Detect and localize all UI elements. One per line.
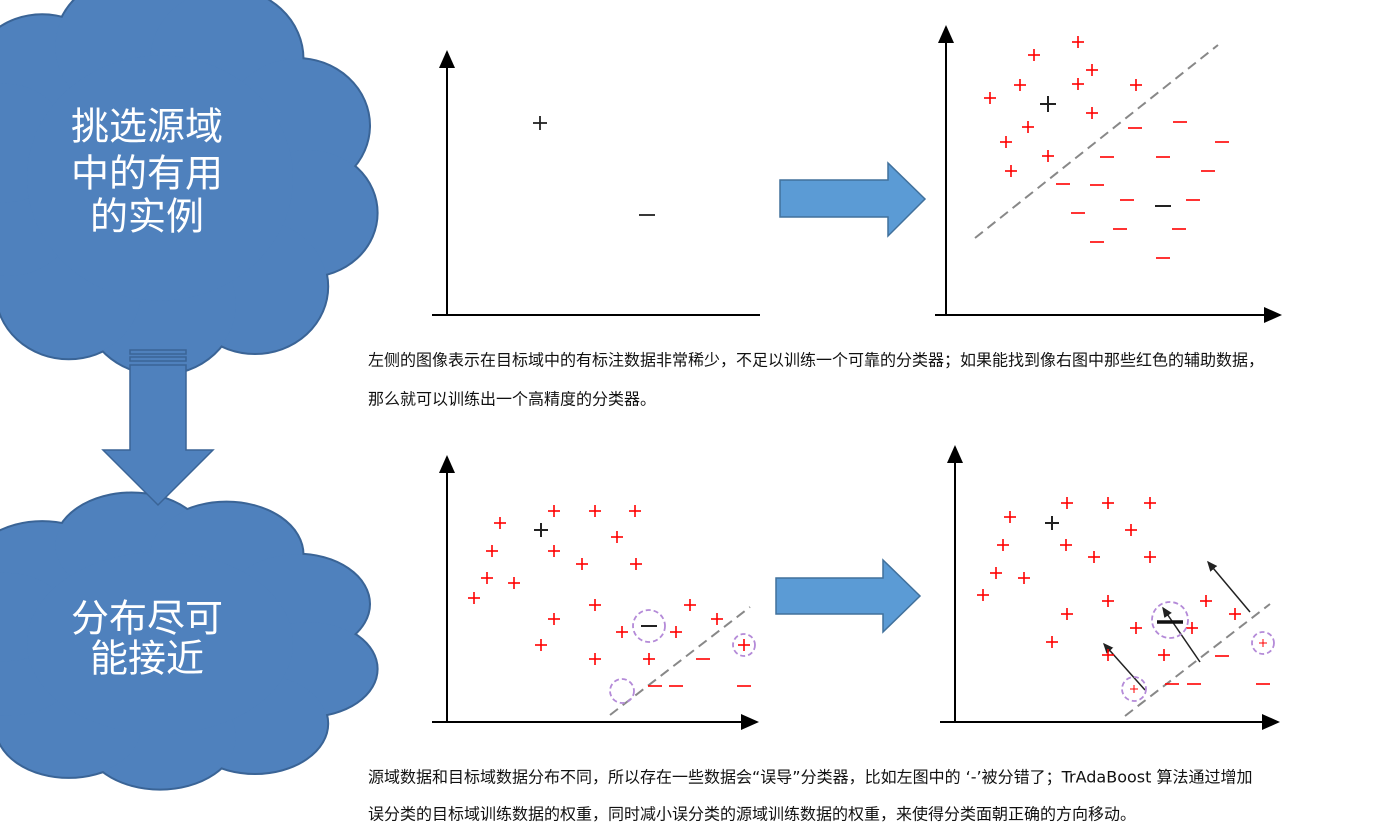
points xyxy=(468,36,1275,704)
plus-marker xyxy=(629,505,641,517)
plus-marker xyxy=(1046,636,1058,648)
plus-marker xyxy=(684,599,696,611)
plus-marker xyxy=(984,92,996,104)
plus-marker xyxy=(1102,649,1114,661)
plus-marker xyxy=(1088,551,1100,563)
plus-marker xyxy=(1004,511,1016,523)
plus-marker xyxy=(643,653,655,665)
plus-marker xyxy=(1086,64,1098,76)
caption: 左侧的图像表示在目标域中的有标注数据非常稀少，不足以训练一个可靠的分类器；如果能… xyxy=(368,351,1264,370)
plus-marker xyxy=(670,626,682,638)
plus-marker xyxy=(589,599,601,611)
decision-boundary xyxy=(1124,603,1271,717)
plus-marker xyxy=(508,577,520,589)
weight-arrows xyxy=(1103,560,1251,691)
plus-marker xyxy=(630,558,642,570)
plus-marker xyxy=(589,653,601,665)
plus-marker xyxy=(1072,78,1084,90)
plus-marker xyxy=(486,545,498,557)
right-arrow xyxy=(775,558,922,634)
plus-marker xyxy=(1130,79,1142,91)
plus-marker xyxy=(611,531,623,543)
cloud xyxy=(0,0,379,376)
plus-marker xyxy=(616,626,628,638)
plus-marker xyxy=(1042,150,1054,162)
highlight-circle xyxy=(1151,601,1189,639)
highlight-circle xyxy=(1251,631,1275,655)
plus-marker xyxy=(1125,524,1137,536)
plus-marker xyxy=(990,567,1002,579)
decision-boundary xyxy=(609,606,751,716)
caption: 那么就可以训练出一个高精度的分类器。 xyxy=(368,390,656,409)
plus-marker xyxy=(1102,497,1114,509)
cloud-text: 中的有用 xyxy=(71,152,223,196)
plus-marker xyxy=(1144,497,1156,509)
plus-marker xyxy=(1061,497,1073,509)
cloud-text: 分布尽可 xyxy=(71,597,223,641)
highlight-circle xyxy=(632,609,666,643)
plus-marker xyxy=(1229,608,1241,620)
plus-marker xyxy=(1028,49,1040,61)
plus-marker xyxy=(711,613,723,625)
plus-marker xyxy=(468,592,480,604)
plus-marker xyxy=(533,116,547,130)
down-arrow xyxy=(101,349,215,507)
plus-marker xyxy=(1130,685,1138,693)
highlight-circle xyxy=(732,633,756,657)
cloud-text: 能接近 xyxy=(90,637,204,681)
plus-marker xyxy=(1045,516,1059,530)
cloud-fill xyxy=(0,0,377,374)
plus-marker xyxy=(576,558,588,570)
plus-marker xyxy=(1005,165,1017,177)
plus-marker xyxy=(1186,622,1198,634)
right-arrow xyxy=(779,161,927,238)
plus-marker xyxy=(548,613,560,625)
plus-marker xyxy=(1061,608,1073,620)
plus-marker xyxy=(1158,649,1170,661)
plus-marker xyxy=(494,517,506,529)
plus-marker xyxy=(534,523,548,537)
plus-marker xyxy=(977,589,989,601)
cloud-text: 挑选源域 xyxy=(71,105,223,149)
plus-marker xyxy=(1040,96,1056,112)
decision-boundary xyxy=(974,44,1219,239)
plus-marker xyxy=(548,545,560,557)
plus-marker xyxy=(1200,595,1212,607)
plus-marker xyxy=(1259,639,1267,647)
plus-marker xyxy=(1060,539,1072,551)
plus-marker xyxy=(997,539,1009,551)
plus-marker xyxy=(1000,136,1012,148)
caption: 误分类的目标域训练数据的权重，同时减小误分类的源域训练数据的权重，来使得分类面朝… xyxy=(368,805,1136,824)
cloud-bump xyxy=(27,552,293,734)
plus-marker xyxy=(738,639,750,651)
plus-marker xyxy=(548,505,560,517)
highlight-circle xyxy=(609,678,635,704)
plus-marker xyxy=(1102,595,1114,607)
highlight-circle xyxy=(1121,676,1147,702)
axes xyxy=(432,25,1282,730)
plus-marker xyxy=(1144,551,1156,563)
plus-marker xyxy=(1014,79,1026,91)
plus-marker xyxy=(1022,121,1034,133)
cloud-text: 的实例 xyxy=(90,195,204,239)
plus-marker xyxy=(1086,107,1098,119)
plus-marker xyxy=(481,572,493,584)
cloud xyxy=(0,491,379,791)
plus-marker xyxy=(1018,572,1030,584)
cloud-fill xyxy=(0,493,377,789)
cloud-bump xyxy=(27,55,293,301)
plus-marker xyxy=(1130,622,1142,634)
plus-marker xyxy=(589,505,601,517)
caption: 源域数据和目标域数据分布不同，所以存在一些数据会“误导”分类器，比如左图中的 ‘… xyxy=(368,768,1253,787)
plus-marker xyxy=(1072,36,1084,48)
plus-marker xyxy=(535,639,547,651)
